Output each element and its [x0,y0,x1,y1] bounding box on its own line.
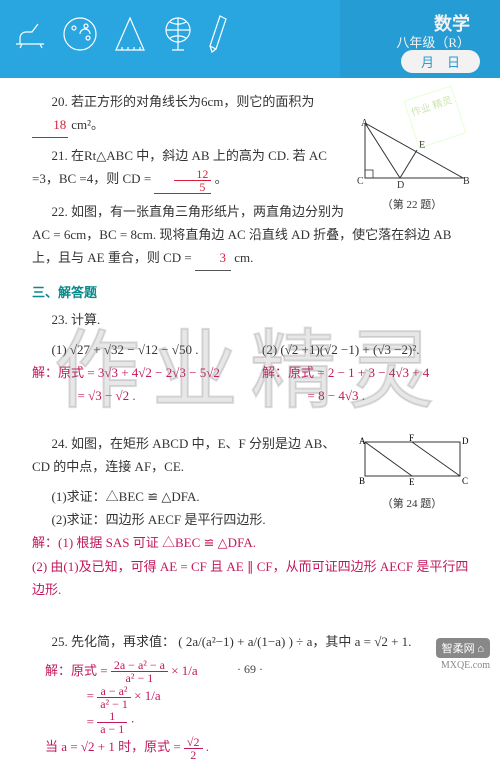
svg-text:F: F [409,433,414,443]
svg-text:D: D [462,436,469,446]
q23-p2-sol2: = 8 − 4√3 . [262,384,472,407]
q23-p1-sol1: 解：原式 = 3√3 + 4√2 − 2√3 − 5√2 [32,361,242,384]
svg-text:B: B [463,176,470,187]
page-header: 数学 八年级（R） 月 日 [0,0,500,78]
q23-p1-expr: (1) √27 + √32 − √12 − √50 . [32,338,242,361]
footer-mark: 智柔网 ⌂ MXQE.com [436,638,490,671]
q25-sol3: = 1a − 1 · [32,710,472,736]
svg-text:C: C [357,176,364,187]
skate-icon [10,14,50,54]
q24-sol2: (2) 由(1)及已知，可得 AE = CF 且 AE ∥ CF，从而可证四边形… [32,555,472,602]
q25-num: 25. [52,634,68,649]
svg-text:B: B [359,476,365,486]
q25-sol4: 当 a = √2 + 1 时，原式 = √22 . [32,735,472,761]
q23-p2-sol1: 解：原式 = 2 − 1 + 3 − 4√3 + 4 [262,361,472,384]
q20-text-b: cm²。 [71,117,104,132]
svg-text:E: E [419,140,425,151]
q25-sol2: = a − a²a² − 1 × 1/a [32,684,472,710]
q20-text-a: 若正方形的对角线长为6cm，则它的面积为 [71,94,314,109]
q22-text-b: cm. [234,250,253,265]
q25-text: 先化简，再求值： [71,634,175,649]
q25: 25. 先化简，再求值： ( 2a/(a²−1) + a/(1−a) ) ÷ a… [32,630,472,653]
q21-text-b: 。 [215,171,228,186]
q23: 23. 计算. [32,308,472,331]
q22-num: 22. [52,204,68,219]
svg-text:E: E [409,477,415,487]
q23-num: 23. [52,312,68,327]
pencil-icon [206,10,236,58]
triangle-fold-diagram: A E C D B [355,118,470,188]
q22-answer: 3 [195,246,231,270]
svg-text:D: D [397,180,404,188]
date-month: 月 [421,55,434,70]
q23-text: 计算. [71,312,100,327]
subject-label: 数学 [434,10,470,36]
q24-sol1: 解：(1) 根据 SAS 可证 △BEC ≌ △DFA. [32,531,472,554]
palette-icon [58,12,102,56]
footer-badge: 智柔网 ⌂ [436,638,490,658]
q21-answer: 125 [154,167,211,194]
figure-24: A F D B E C （第 24 题） [352,432,472,515]
content-area: A E C D B （第 22 题） 20. 若正方形的对角线长为6cm，则它的… [0,78,500,761]
svg-text:C: C [462,476,468,486]
ruler-triangle-icon [110,10,150,58]
figure-22: A E C D B （第 22 题） [352,118,472,216]
globe-icon [158,10,198,58]
q24-text: 如图，在矩形 ABCD 中，E、F 分别是边 AB、CD 的中点，连接 AF，C… [32,436,335,474]
q21-num: 21. [52,148,68,163]
q25-expr: ( 2a/(a²−1) + a/(1−a) ) ÷ a，其中 a = √2 + … [178,634,411,649]
footer-url: MXQE.com [441,660,490,671]
fig24-caption: （第 24 题） [352,495,472,515]
q23-part2: (2) (√2 +1)(√2 −1) + (√3 −2)². 解：原式 = 2 … [262,338,472,408]
q24-num: 24. [52,436,68,451]
grade-label: 八年级（R） [396,32,470,51]
q20-num: 20. [52,94,68,109]
fig22-caption: （第 22 题） [352,196,472,216]
svg-text:A: A [361,118,369,129]
page-number: · 69 · [0,662,500,677]
header-icons [10,10,236,58]
section-3-title: 三、解答题 [32,281,472,304]
q20-answer: 18 [32,113,68,137]
q23-p2-expr: (2) (√2 +1)(√2 −1) + (√3 −2)². [262,338,472,361]
q23-parts: (1) √27 + √32 − √12 − √50 . 解：原式 = 3√3 +… [32,338,472,408]
date-pill: 月 日 [401,50,480,73]
svg-text:A: A [359,436,366,446]
q23-part1: (1) √27 + √32 − √12 − √50 . 解：原式 = 3√3 +… [32,338,242,408]
rectangle-diagram: A F D B E C [355,432,470,487]
date-day: 日 [447,55,460,70]
q23-p1-sol2: = √3 − √2 . [32,384,242,407]
